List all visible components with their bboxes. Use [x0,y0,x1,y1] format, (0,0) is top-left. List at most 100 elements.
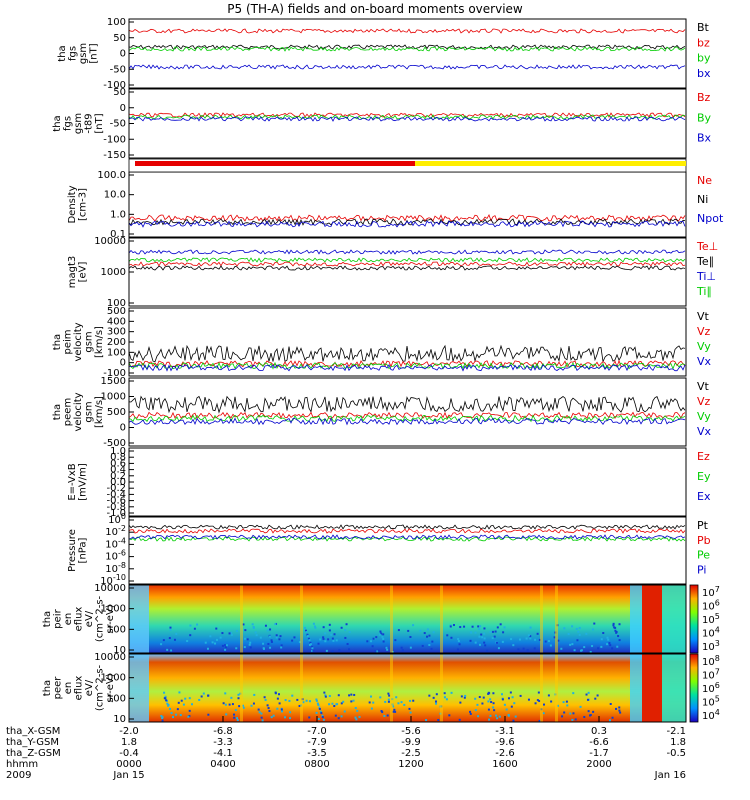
legend-entry: bx [697,67,711,80]
spectrogram-pixel [179,714,182,717]
y-tick-label: 0 [120,103,126,114]
y-tick-label: 0.8 [110,452,126,463]
phase-bar-red [135,161,415,166]
spectrogram-pixel [307,637,310,640]
y-tick-label: -50 [110,119,126,130]
spectrogram-pixel [260,712,263,715]
spectrogram-pixel [469,631,472,634]
spectrogram-pixel [380,632,383,635]
y-tick-label: 300 [107,327,126,338]
y-axis-label: [eV] [78,262,89,283]
spectrogram-pixel [615,631,618,634]
y-axis-label: peim [63,329,74,354]
spectrogram-pixel [432,696,435,699]
spectrogram-pixel [338,649,341,652]
spectrogram-pixel [435,693,438,696]
spectrogram-pixel [236,717,239,720]
spectrogram-pixel [320,712,323,715]
y-axis-label: tha [52,404,63,420]
spectrogram-pixel [172,716,175,719]
spectrogram-pixel [231,703,234,706]
x-row-value: -2.0 [119,726,139,737]
spectrogram-pixel [308,716,311,719]
spectrogram-pixel [189,624,192,627]
y-axis-label: Density [67,185,78,223]
spectrogram-pixel [207,713,210,716]
spectrogram-pixel [163,691,166,694]
spectrogram-pixel [386,648,389,651]
spectrogram-pixel [428,694,431,697]
spectrogram-pixel [588,714,591,717]
spectrogram-streak [440,654,443,722]
spectrogram-pixel [499,623,502,626]
spectrogram-pixel [233,713,236,716]
spectrogram-pixel [612,624,615,627]
spectrogram [129,654,686,722]
spectrogram-pixel [463,625,466,628]
spectrogram-pixel [501,640,504,643]
spectrogram-pixel [483,632,486,635]
spectrogram-pixel [536,632,539,635]
spectrogram-pixel [303,626,306,629]
x-row-value: 0800 [304,759,329,770]
spectrogram-pixel [478,643,481,646]
spectrogram-pixel [191,703,194,706]
spectrogram-pixel [435,702,438,705]
spectrogram-pixel [572,712,575,715]
spectrogram-pixel [267,642,270,645]
spectrogram-streak [240,654,243,722]
spectrogram-pixel [280,644,283,647]
spectrogram-pixel [348,648,351,651]
legend-entry: Vy [697,340,711,353]
spectrogram-pixel [419,629,422,632]
y-axis-label: [km/s] [94,326,105,358]
spectrogram-pixel [609,644,612,647]
y-tick-label: 50 [113,33,126,44]
x-row-value: -9.9 [401,737,421,748]
spectrogram-pixel [505,708,508,711]
y-tick-label: 1.0 [110,209,126,220]
spectrogram-pixel [188,697,191,700]
spectrogram-pixel [514,715,517,718]
y-axis-label: [km/s] [94,396,105,428]
spectrogram-pixel [613,626,616,629]
spectrogram-pixel [328,703,331,706]
spectrogram-pixel [340,715,343,718]
spectrogram-streak [300,654,303,722]
spectrogram-pixel [379,696,382,699]
x-row-value: -6.6 [589,737,609,748]
spectrogram-pixel [221,632,224,635]
spectrogram-pixel [264,624,267,627]
spectrogram-pixel [393,708,396,711]
spectrogram-pixel [177,701,180,704]
y-tick-label: 1500 [101,376,126,387]
spectrogram-pixel [566,704,569,707]
spectrogram-pixel [352,699,355,702]
spectrogram-streak [300,585,303,653]
x-row-label: tha_Y-GSM [6,737,59,748]
spectrogram-streak [540,585,543,653]
y-axis-label: eflux [74,607,85,632]
spectrogram-pixel [496,626,499,629]
spectrogram-pixel [370,707,373,710]
spectrogram-pixel [302,701,305,704]
spectrogram-pixel [583,646,586,649]
spectrogram-streak [555,654,558,722]
spectrogram-pixel [289,717,292,720]
y-tick-label: 100 [107,298,126,309]
colorbar-label: 103 [702,639,720,653]
spectrogram-pixel [369,695,372,698]
spectrogram-pixel [224,646,227,649]
y-tick-label: 1000 [101,392,126,403]
spectrogram-pixel [474,709,477,712]
spectrogram-pixel [428,643,431,646]
y-axis-label: eV/ [84,679,95,696]
spectrogram-pixel [526,649,529,652]
y-tick-label: 100 [107,624,126,635]
panel-frame [128,88,687,159]
spectrogram-pixel [548,640,551,643]
spectrogram-pixel [490,701,493,704]
x-row-value: Jan 16 [654,770,686,781]
spectrogram-pixel [449,625,452,628]
